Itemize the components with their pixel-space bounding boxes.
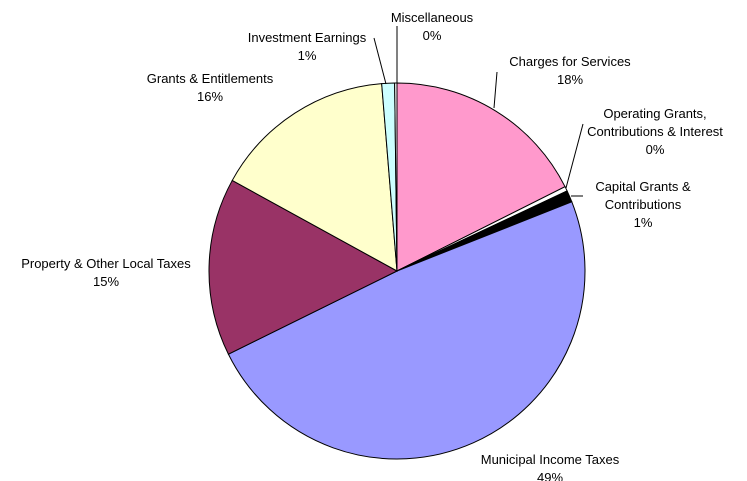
slice-percent: 1% [297, 48, 317, 63]
slice-name: Capital Grants & Contributions [595, 179, 691, 212]
slice-percent: 49% [536, 470, 564, 481]
leader-line [565, 123, 584, 189]
slice-name: Municipal Income Taxes [480, 452, 620, 467]
slice-name: Charges for Services [509, 54, 631, 69]
slice-name: Investment Earnings [247, 30, 367, 45]
slice-label: Investment Earnings 1% [232, 29, 382, 65]
slice-percent: 0% [422, 28, 442, 43]
slice-label: Operating Grants, Contributions & Intere… [580, 105, 730, 159]
slice-name: Grants & Entitlements [146, 71, 274, 86]
slice-label: Grants & Entitlements 16% [140, 70, 280, 106]
slice-label: Municipal Income Taxes 49% [470, 451, 630, 481]
leader-line [373, 37, 387, 85]
pie-slice [396, 82, 566, 272]
slice-name: Operating Grants, Contributions & Intere… [587, 106, 723, 139]
slice-percent: 0% [645, 142, 665, 157]
slice-percent: 18% [556, 72, 584, 87]
slice-label: Capital Grants & Contributions 1% [583, 178, 703, 232]
pie-slice [231, 83, 398, 272]
slice-percent: 1% [633, 215, 653, 230]
slice-label: Charges for Services 18% [500, 53, 640, 89]
slice-name: Property & Other Local Taxes [21, 256, 191, 271]
slice-percent: 15% [92, 274, 120, 289]
slice-name: Miscellaneous [390, 10, 474, 25]
slice-label: Miscellaneous 0% [362, 9, 502, 45]
slice-percent: 16% [196, 89, 224, 104]
slice-label: Property & Other Local Taxes 15% [0, 255, 212, 291]
leader-line [493, 71, 498, 109]
pie-slice [208, 179, 399, 355]
pie-slice [227, 201, 586, 460]
